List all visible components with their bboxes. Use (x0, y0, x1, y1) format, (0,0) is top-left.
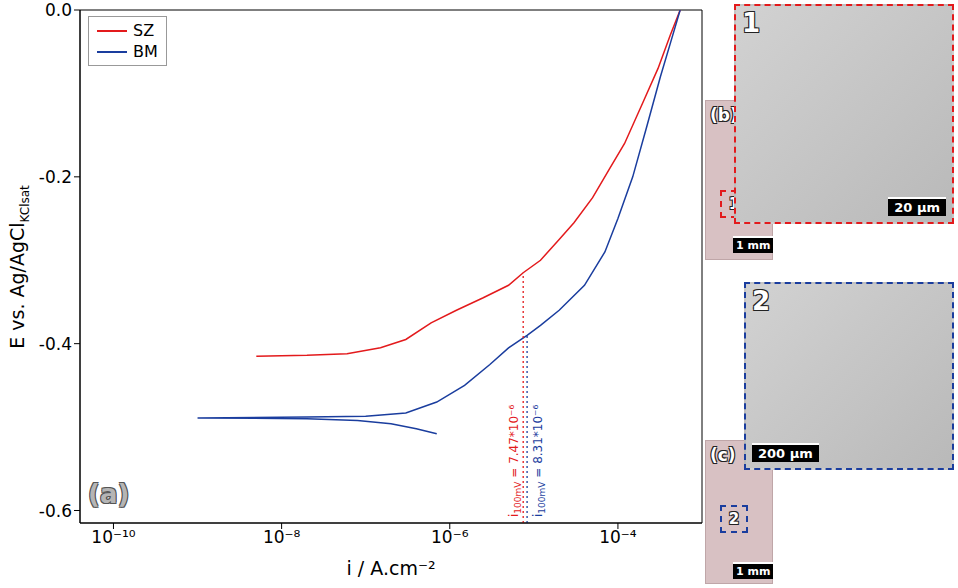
html-text:SZ: SZ (133, 21, 155, 40)
svg-text:-0.2: -0.2 (39, 167, 72, 187)
html-text:(a): (a) (88, 479, 130, 509)
svg-text:10⁻⁴: 10⁻⁴ (599, 527, 637, 547)
html-text:KClsat: KClsat (17, 184, 32, 222)
svg-text:-0.6: -0.6 (39, 501, 72, 521)
html-text:1: 1 (728, 195, 740, 213)
html-text:1 mm: 1 mm (736, 239, 771, 252)
html-text:1 mm: 1 mm (736, 565, 771, 578)
html-text:(c): (c) (710, 445, 736, 465)
html-text:E vs. Ag/AgCl: E vs. Ag/AgCl (6, 222, 28, 349)
html-text:i / A.cm⁻²: i / A.cm⁻² (346, 557, 436, 579)
svg-text:i100mV = 8.31*10⁻⁶: i100mV = 8.31*10⁻⁶ (531, 405, 547, 517)
svg-text:10⁻¹⁰: 10⁻¹⁰ (91, 527, 135, 547)
svg-text:-0.4: -0.4 (39, 334, 72, 354)
svg-text:10⁻⁶: 10⁻⁶ (431, 527, 469, 547)
html-text:2: 2 (752, 286, 771, 316)
html-text:1: 1 (742, 8, 761, 38)
html-text:BM: BM (133, 42, 158, 61)
svg-text:0.0: 0.0 (45, 0, 72, 20)
html-text:200 µm: 200 µm (758, 446, 813, 461)
html-text:2: 2 (728, 510, 740, 528)
svg-text:i100mV = 7.47*10⁻⁶: i100mV = 7.47*10⁻⁶ (507, 405, 523, 517)
svg-text:10⁻⁸: 10⁻⁸ (263, 527, 301, 547)
html-text:20 µm: 20 µm (894, 200, 940, 215)
html-text:(b): (b) (710, 105, 738, 125)
